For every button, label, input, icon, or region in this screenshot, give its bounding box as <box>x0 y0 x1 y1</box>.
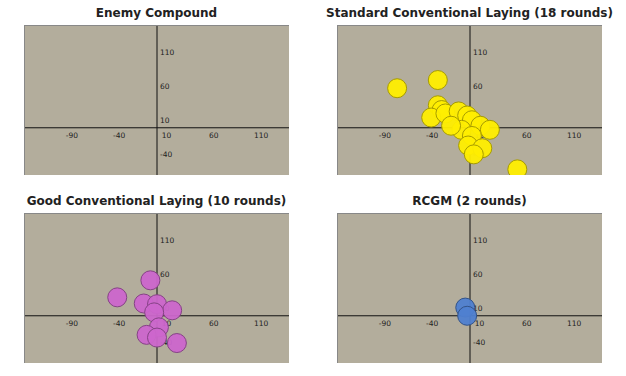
svg-text:10: 10 <box>162 131 172 140</box>
svg-text:110: 110 <box>160 48 175 57</box>
svg-text:110: 110 <box>473 48 488 57</box>
svg-text:60: 60 <box>160 82 170 91</box>
svg-text:110: 110 <box>567 319 582 328</box>
svg-text:-40: -40 <box>113 319 125 328</box>
svg-text:60: 60 <box>473 82 483 91</box>
html-text:Standard Conventional Laying (: Standard Conventional Laying (18 rounds) <box>326 6 613 20</box>
html-text:RCGM (2 rounds): RCGM (2 rounds) <box>412 194 527 208</box>
svg-text:60: 60 <box>522 131 532 140</box>
svg-text:10: 10 <box>473 304 483 314</box>
svg-text:110: 110 <box>160 236 175 245</box>
svg-text:-90: -90 <box>66 131 78 140</box>
svg-text:-90: -90 <box>379 319 391 328</box>
svg-text:60: 60 <box>160 270 170 279</box>
svg-text:60: 60 <box>209 131 219 140</box>
svg-text:10: 10 <box>160 116 170 125</box>
svg-text:60: 60 <box>522 319 532 328</box>
svg-text:110: 110 <box>254 319 269 328</box>
svg-text:110: 110 <box>473 236 488 245</box>
svg-text:110: 110 <box>567 131 582 140</box>
svg-text:60: 60 <box>473 270 483 279</box>
html-text:Good Conventional Laying (10 r: Good Conventional Laying (10 rounds) <box>26 194 287 208</box>
svg-text:-40: -40 <box>426 319 438 328</box>
svg-text:-40: -40 <box>426 131 438 140</box>
svg-text:-90: -90 <box>379 131 391 140</box>
svg-text:60: 60 <box>209 319 219 328</box>
svg-text:10: 10 <box>475 319 485 328</box>
html-text:Enemy Compound: Enemy Compound <box>95 6 218 20</box>
svg-text:110: 110 <box>254 131 269 140</box>
svg-text:-40: -40 <box>113 131 125 140</box>
svg-text:-40: -40 <box>473 338 485 347</box>
svg-text:-40: -40 <box>160 150 172 159</box>
svg-text:-90: -90 <box>66 319 78 328</box>
